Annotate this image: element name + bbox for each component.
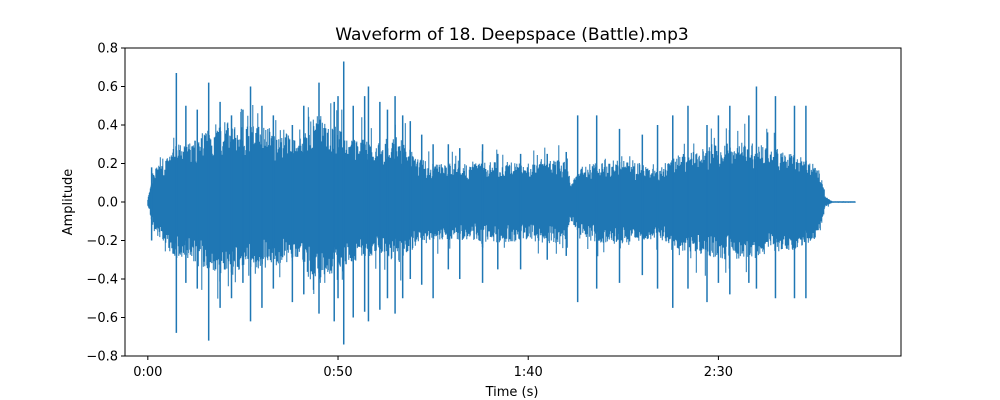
x-tick-label: 0:50	[323, 365, 352, 380]
y-axis-label: Amplitude	[61, 169, 76, 236]
x-axis: 0:00 0:50 1:40 2:30	[133, 356, 733, 380]
x-axis-label: Time (s)	[485, 385, 539, 400]
y-tick-label: 0.0	[97, 196, 118, 211]
waveform-series	[147, 61, 856, 345]
y-tick-label: 0.2	[97, 157, 118, 172]
y-tick-label: 0.8	[97, 42, 118, 57]
chart-title: Waveform of 18. Deepspace (Battle).mp3	[335, 25, 688, 45]
y-tick-label: −0.4	[86, 273, 118, 288]
y-axis: −0.8 −0.6 −0.4 −0.2 0.0 0.2 0.4 0.6 0.8	[86, 42, 125, 365]
y-tick-label: −0.2	[86, 234, 118, 249]
x-tick-label: 1:40	[514, 365, 543, 380]
y-tick-label: 0.4	[97, 119, 118, 134]
x-tick-label: 0:00	[133, 365, 162, 380]
y-tick-label: 0.6	[97, 80, 118, 95]
y-tick-label: −0.8	[86, 350, 118, 365]
y-tick-label: −0.6	[86, 311, 118, 326]
x-tick-label: 2:30	[704, 365, 733, 380]
plot-area	[147, 61, 856, 345]
